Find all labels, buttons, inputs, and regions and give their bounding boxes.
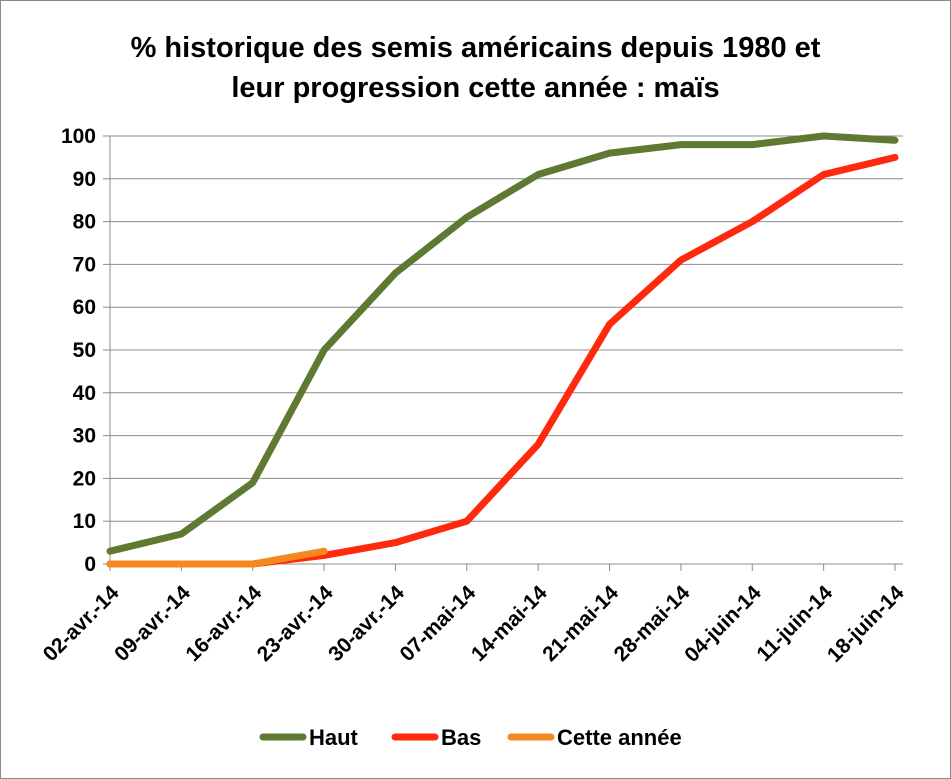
y-tick-label: 80	[73, 211, 96, 234]
x-axis-tick-labels: 02-avr.-1409-avr.-1416-avr.-1423-avr.-14…	[39, 581, 909, 667]
legend-label-haut: Haut	[309, 725, 359, 750]
series-line-haut	[106, 132, 899, 555]
y-tick-label: 90	[73, 168, 96, 191]
x-tick-label: 18-juin-14	[823, 581, 909, 667]
chart-title-line-1: % historique des semis américains depuis…	[130, 32, 821, 64]
x-tick-label: 21-mai-14	[538, 581, 623, 666]
chart-title-line-2: leur progression cette année : maïs	[231, 72, 720, 104]
x-tick-label: 07-mai-14	[396, 581, 481, 666]
x-tick-label: 30-avr.-14	[324, 581, 409, 666]
x-tick-label: 09-avr.-14	[110, 581, 195, 666]
y-tick-label: 10	[73, 510, 96, 533]
legend-label-bas: Bas	[441, 725, 481, 750]
y-tick-label: 30	[73, 425, 96, 448]
y-tick-label: 60	[73, 296, 96, 319]
y-tick-label: 100	[61, 125, 96, 148]
y-tick-label: 70	[73, 253, 96, 276]
y-tick-label: 40	[73, 382, 96, 405]
series-line-cette-ann-e	[106, 547, 328, 568]
x-tick-label: 04-juin-14	[680, 581, 766, 667]
y-tick-label: 0	[84, 553, 96, 576]
legend: Haut Bas Cette année	[259, 725, 682, 750]
y-tick-label: 50	[73, 339, 96, 362]
x-tick-label: 23-avr.-14	[253, 581, 338, 666]
x-tick-label: 14-mai-14	[467, 581, 552, 666]
x-tick-label: 02-avr.-14	[39, 581, 124, 666]
series-lines	[106, 132, 899, 568]
y-tick-label: 20	[73, 467, 96, 490]
legend-label-cette-ann-e: Cette année	[557, 725, 682, 750]
y-axis-tick-labels: 0 10 20 30 40 50 60 70 80 90 100	[61, 125, 96, 576]
x-tick-label: 16-avr.-14	[181, 581, 266, 666]
chart-title: % historique des semis américains depuis…	[0, 28, 951, 108]
